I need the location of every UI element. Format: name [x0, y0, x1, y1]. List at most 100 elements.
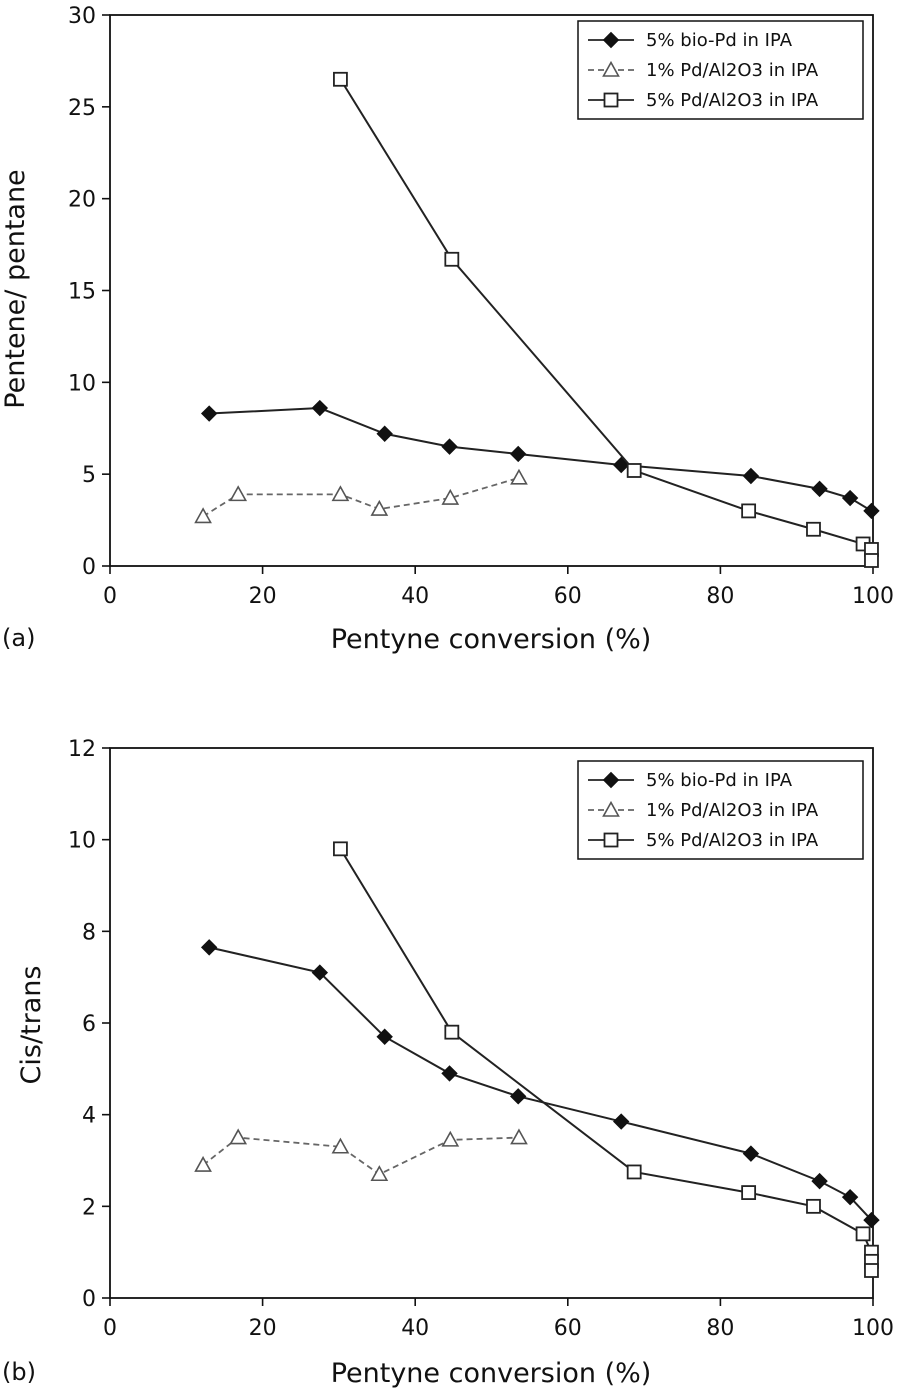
chart-b-legend-marker-0 [602, 771, 620, 789]
chart-b-series-0-point [613, 1113, 630, 1130]
chart-a-series-0-point [811, 480, 828, 498]
chart-b-series-1-point [441, 1130, 460, 1147]
chart-b-series-0-point [509, 1088, 527, 1105]
chart-b-legend-label-2: 5% Pd/Al2O3 in IPA [646, 830, 819, 851]
chart-b-series-0-point [742, 1145, 760, 1162]
chart-b-legend-marker-1 [602, 800, 620, 817]
chart-a-legend-label-0: 5% bio-Pd in IPA [646, 30, 793, 51]
chart-a-series-0-point [200, 405, 218, 422]
chart-a-x-tick-label: 80 [706, 584, 734, 609]
chart-b-series-1-point [331, 1137, 350, 1154]
chart-a-legend-marker-1 [602, 60, 620, 77]
chart-b-series-0-point [841, 1188, 859, 1206]
chart-a-x-tick-label: 20 [249, 584, 277, 609]
chart-b-y-tick-label: 4 [82, 1104, 96, 1129]
chart-a-y-tick-label: 5 [82, 463, 96, 488]
chart-a-series-1-point [441, 488, 460, 505]
chart-a-x-axis-title: Pentyne conversion (%) [331, 624, 652, 655]
chart-a-y-tick-label: 15 [68, 280, 96, 305]
chart-b-series-0-point [441, 1065, 458, 1082]
chart-a-series-2-point [333, 71, 348, 87]
chart-a-y-tick-label: 10 [68, 371, 96, 396]
chart-a-series-2-point [806, 521, 821, 537]
chart-a-y-tick-label: 20 [68, 188, 96, 213]
chart-b-x-tick-label: 0 [103, 1316, 117, 1341]
chart-b-y-tick-label: 6 [82, 1012, 96, 1037]
chart-a-series-0-point [376, 425, 393, 442]
chart-a-y-tick-label: 0 [82, 555, 96, 580]
chart-b-plot-area [194, 841, 880, 1278]
chart-a-series-0-line [209, 407, 872, 512]
chart-a-series-1-point [510, 468, 528, 485]
chart-b-series-0-point [376, 1028, 393, 1045]
chart-b-series-2-point [855, 1226, 871, 1242]
chart-b-series-0-point [811, 1172, 828, 1190]
chart-a-series-1-point [194, 507, 212, 524]
chart-b-x-tick-label: 80 [706, 1316, 734, 1341]
chart-a-series-1-point [331, 485, 350, 502]
chart-a-legend: 5% bio-Pd in IPA 1% Pd/Al2O3 in IPA 5% Pd/… [577, 20, 864, 120]
chart-b-y-tick-label: 10 [68, 829, 96, 854]
chart-b-series-0-point [311, 964, 329, 981]
chart-b-series-2-point [626, 1164, 642, 1180]
chart-b-series-1-point [194, 1155, 212, 1172]
chart-b-x-tick-label: 60 [554, 1316, 582, 1341]
chart-a-x-tick-label: 0 [103, 584, 117, 609]
chart-a-series-2-point [741, 503, 757, 519]
chart-b-series-2-point [806, 1198, 821, 1214]
chart-a-legend-marker-2 [603, 92, 619, 108]
chart-b-x-tick-label: 40 [401, 1316, 429, 1341]
chart-b-frame: 0 20 40 60 80 100 0 2 4 6 8 10 12 [68, 737, 894, 1341]
chart-b-y-axis-title: Cis/trans [16, 966, 47, 1085]
chart-a-y-axis-title: Pentene/ pentane [0, 169, 31, 408]
chart-b-legend: 5% bio-Pd in IPA 1% Pd/Al2O3 in IPA 5% Pd/… [577, 760, 864, 860]
chart-a-series-0-point [509, 445, 527, 463]
chart-a-series-1-point [229, 485, 248, 502]
chart-a-x-tick-label: 40 [401, 584, 429, 609]
chart-a-series-2-point [626, 463, 642, 478]
chart-a-series-0-point [441, 438, 458, 455]
chart-a-series-0-point [863, 502, 880, 520]
chart-b-series-1-line [202, 1136, 519, 1176]
chart-b-y-tick-label: 0 [82, 1287, 96, 1312]
chart-a-x-tick-label: 100 [852, 584, 894, 609]
chart-b-y-tick-label: 2 [82, 1195, 96, 1220]
chart-b-legend-label-1: 1% Pd/Al2O3 in IPA [646, 800, 819, 821]
chart-b-legend-marker-2 [603, 832, 619, 848]
chart-b-x-axis-title: Pentyne conversion (%) [331, 1358, 652, 1389]
chart-a-x-tick-label: 60 [554, 584, 582, 609]
chart-b-series-0-point [863, 1211, 880, 1229]
chart-a: 0 20 40 60 80 100 0 5 10 15 20 25 30 Pentyne convers… [0, 4, 894, 655]
chart-a-frame: 0 20 40 60 80 100 0 5 10 15 20 25 30 [68, 4, 894, 609]
chart-b-legend-box [577, 760, 864, 860]
chart-b-series-2-point [741, 1185, 757, 1200]
chart-a-legend-label-1: 1% Pd/Al2O3 in IPA [646, 60, 819, 81]
chart-b-series-0-point [200, 939, 218, 956]
chart-b-y-tick-label: 12 [68, 737, 96, 762]
chart-a-plot-area [194, 71, 880, 568]
chart-b-series-2-point [333, 841, 348, 857]
chart-a-legend-box [577, 20, 864, 120]
chart-a-y-tick-label: 30 [68, 4, 96, 29]
chart-a-series-2-point [864, 553, 879, 568]
chart-a-series-2-point [444, 251, 460, 267]
chart-b-x-tick-label: 100 [852, 1316, 894, 1341]
chart-a-legend-label-2: 5% Pd/Al2O3 in IPA [646, 90, 819, 111]
chart-a-y-tick-label: 25 [68, 96, 96, 121]
chart-a-series-0-point [742, 467, 760, 485]
chart-b-series-0-line [208, 946, 873, 1221]
chart-b-series-2-point [444, 1024, 460, 1040]
chart-a-series-0-point [841, 489, 859, 507]
chart-b: 0 20 40 60 80 100 0 2 4 6 8 10 12 Pentyne conversion… [2, 737, 894, 1389]
chart-a-series-1-point [370, 499, 389, 516]
chart-b-series-2-point [864, 1263, 879, 1278]
chart-b-series-1-point [229, 1128, 248, 1145]
chart-b-x-tick-label: 20 [249, 1316, 277, 1341]
chart-b-series-1-point [510, 1128, 528, 1145]
chart-a-series-0-point [311, 399, 329, 417]
chart-b-legend-label-0: 5% bio-Pd in IPA [646, 770, 793, 791]
chart-b-series-1-point [370, 1165, 389, 1182]
chart-a-legend-marker-0 [602, 31, 620, 49]
